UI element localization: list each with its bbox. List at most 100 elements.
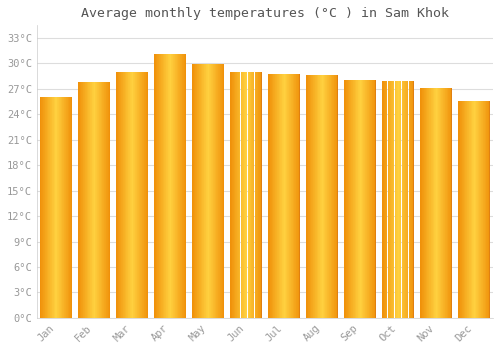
Bar <box>369 79 370 318</box>
Bar <box>222 64 223 318</box>
Bar <box>386 81 387 318</box>
Bar <box>184 54 185 318</box>
Bar <box>124 72 125 318</box>
Bar <box>470 101 471 318</box>
Bar <box>62 97 63 318</box>
Bar <box>171 54 172 318</box>
Bar <box>398 81 399 318</box>
Bar <box>461 101 462 318</box>
Bar <box>185 54 186 318</box>
Bar <box>488 101 489 318</box>
Bar <box>221 64 222 318</box>
Bar <box>279 74 280 318</box>
Bar <box>285 74 286 318</box>
Bar <box>476 101 477 318</box>
Bar <box>158 54 160 318</box>
Bar <box>132 72 133 318</box>
Bar <box>84 82 85 318</box>
Bar <box>424 88 425 318</box>
Bar <box>181 54 182 318</box>
Bar <box>259 72 260 318</box>
Bar <box>119 72 120 318</box>
Bar <box>328 75 330 318</box>
Bar <box>421 88 422 318</box>
Bar <box>356 79 357 318</box>
Bar <box>400 81 401 318</box>
Bar <box>222 64 224 318</box>
Bar <box>42 97 43 318</box>
Bar <box>272 74 273 318</box>
Bar <box>219 64 220 318</box>
Bar <box>243 72 244 318</box>
Bar <box>165 54 166 318</box>
Bar <box>395 81 396 318</box>
Bar <box>326 75 328 318</box>
Bar <box>310 75 311 318</box>
Bar <box>200 64 201 318</box>
Bar <box>66 97 67 318</box>
Bar <box>307 75 308 318</box>
Bar <box>103 82 104 318</box>
Bar <box>250 72 252 318</box>
Bar <box>299 74 300 318</box>
Bar <box>109 82 110 318</box>
Bar <box>269 74 270 318</box>
Bar <box>134 72 136 318</box>
Bar <box>101 82 102 318</box>
Bar <box>146 72 147 318</box>
Bar <box>373 79 374 318</box>
Bar <box>439 88 440 318</box>
Bar <box>55 97 56 318</box>
Bar <box>363 79 364 318</box>
Bar <box>465 101 466 318</box>
Bar <box>257 72 258 318</box>
Bar <box>169 54 170 318</box>
Bar <box>387 81 388 318</box>
Bar <box>317 75 318 318</box>
Bar <box>383 81 384 318</box>
Bar <box>180 54 181 318</box>
Bar <box>64 97 65 318</box>
Bar <box>358 79 359 318</box>
Bar <box>80 82 81 318</box>
Bar <box>107 82 108 318</box>
Bar <box>366 79 368 318</box>
Bar <box>348 79 349 318</box>
Bar <box>268 74 269 318</box>
Bar <box>253 72 254 318</box>
Bar <box>306 75 307 318</box>
Bar <box>450 88 451 318</box>
Bar <box>231 72 232 318</box>
Bar <box>241 72 242 318</box>
Bar <box>330 75 331 318</box>
Bar <box>102 82 103 318</box>
Bar <box>489 101 490 318</box>
Bar <box>413 81 414 318</box>
Bar <box>178 54 179 318</box>
Bar <box>274 74 276 318</box>
Bar <box>399 81 400 318</box>
Bar <box>57 97 58 318</box>
Bar <box>270 74 271 318</box>
Bar <box>284 74 285 318</box>
Bar <box>459 101 460 318</box>
Bar <box>118 72 119 318</box>
Bar <box>436 88 437 318</box>
Bar <box>477 101 478 318</box>
Bar <box>106 82 107 318</box>
Bar <box>143 72 144 318</box>
Bar <box>362 79 363 318</box>
Bar <box>308 75 309 318</box>
Bar <box>209 64 210 318</box>
Bar <box>47 97 48 318</box>
Bar <box>177 54 178 318</box>
Bar <box>336 75 337 318</box>
Bar <box>323 75 324 318</box>
Bar <box>489 101 490 318</box>
Bar <box>325 75 326 318</box>
Bar <box>125 72 126 318</box>
Bar <box>447 88 448 318</box>
Bar <box>451 88 452 318</box>
Bar <box>211 64 212 318</box>
Bar <box>355 79 356 318</box>
